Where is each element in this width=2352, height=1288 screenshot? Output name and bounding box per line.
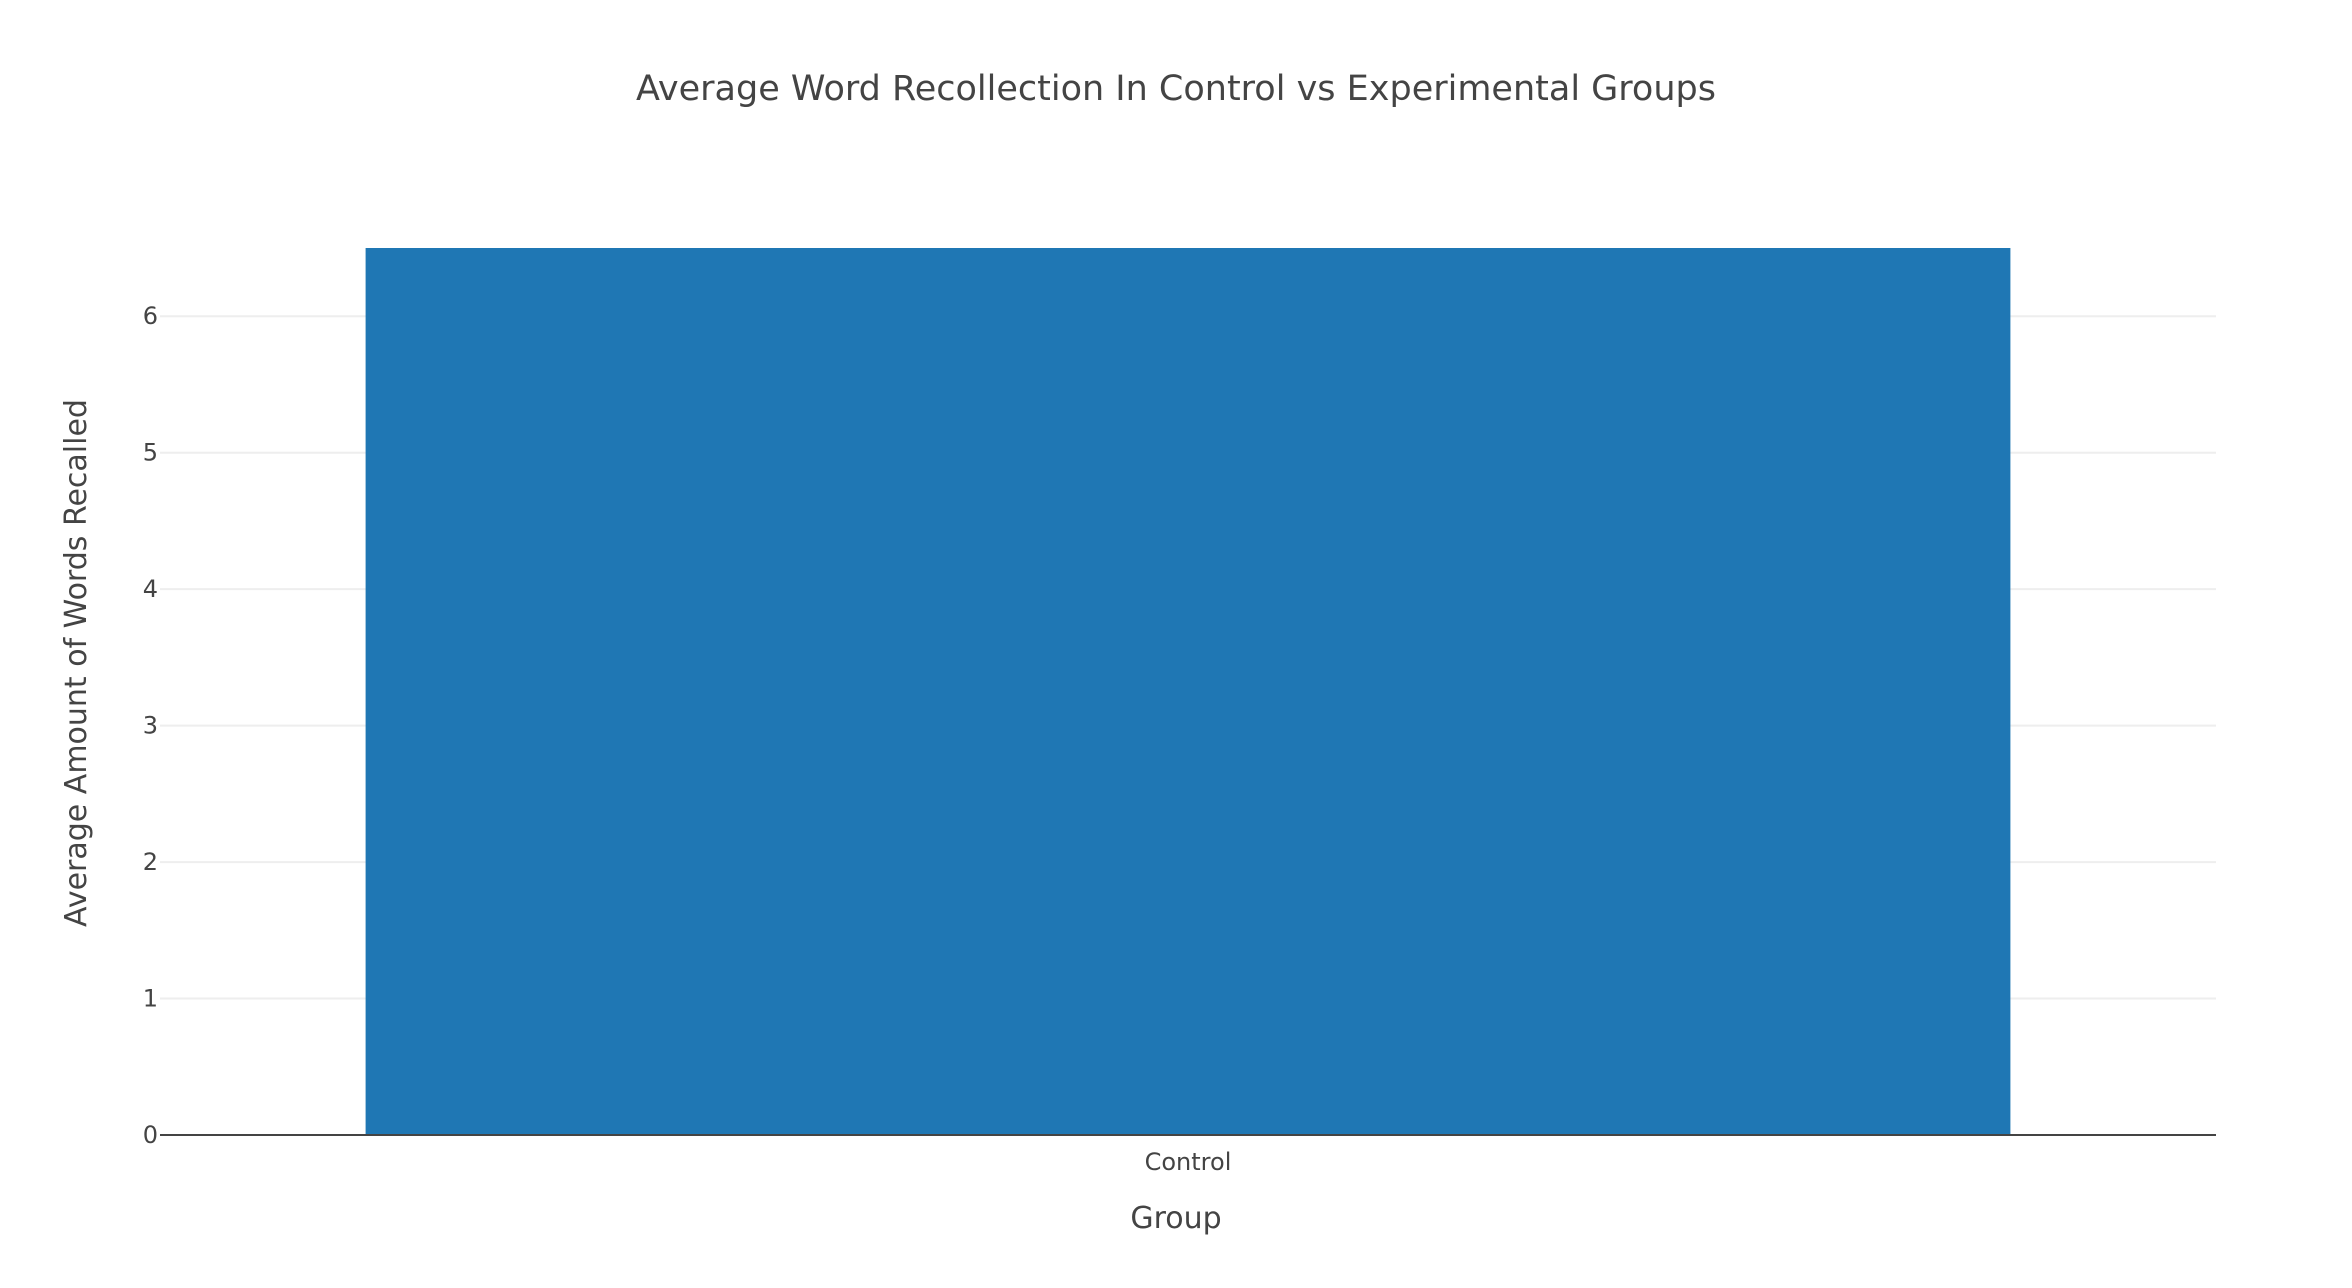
y-tick-label: 3 (143, 712, 158, 740)
bars (365, 248, 2011, 1135)
y-axis-title: Average Amount of Words Recalled (59, 399, 94, 927)
x-axis-ticks: Control (1145, 1148, 1232, 1176)
y-tick-label: 4 (143, 575, 158, 603)
y-tick-label: 1 (143, 985, 158, 1013)
y-tick-label: 0 (143, 1121, 158, 1149)
x-tick-label: Control (1145, 1148, 1232, 1176)
y-tick-label: 5 (143, 439, 158, 467)
y-tick-label: 2 (143, 848, 158, 876)
y-tick-label: 6 (143, 302, 158, 330)
bar-control (365, 248, 2011, 1135)
chart-title: Average Word Recollection In Control vs … (636, 69, 1716, 109)
y-axis-ticks: 0 1 2 3 4 5 6 (143, 302, 158, 1149)
x-axis-title: Group (1130, 1201, 1221, 1236)
